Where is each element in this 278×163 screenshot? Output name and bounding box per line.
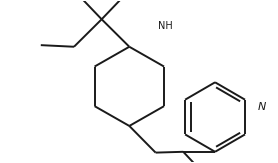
Text: N: N	[258, 102, 266, 111]
Text: NH: NH	[158, 21, 173, 31]
